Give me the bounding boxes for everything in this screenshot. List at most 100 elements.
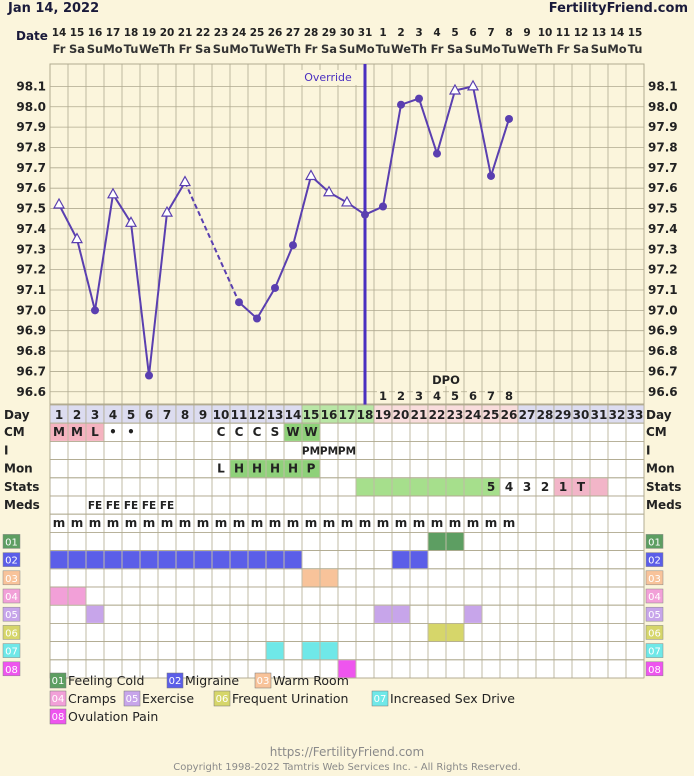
symptom-cell	[428, 532, 446, 551]
row-bg	[49, 495, 645, 515]
symptom-code-left: 04	[5, 592, 18, 603]
legend-swatch	[254, 672, 272, 689]
temp-point	[271, 283, 279, 292]
symptom-code-right: 05	[648, 610, 661, 621]
legend-swatch	[371, 690, 389, 707]
cycle-day: 23	[447, 408, 464, 422]
dpo-tick-bg	[413, 389, 425, 403]
cycle-day: 2	[73, 408, 81, 422]
temp-point	[253, 314, 261, 323]
row-cell-value: m	[161, 516, 174, 530]
row-label-right: Mon	[646, 462, 675, 476]
symptom-cell	[86, 605, 104, 623]
symptom-cell	[194, 551, 212, 569]
symptom-cell	[176, 551, 194, 569]
row-cell-fill	[410, 478, 428, 496]
row-cell-value: 5	[487, 480, 495, 494]
row-cell-fill	[302, 460, 320, 478]
cycle-day: 5	[127, 408, 135, 422]
temp-point	[91, 306, 99, 315]
date-tick: 25	[250, 27, 265, 39]
row-cell-value: PM	[302, 445, 320, 457]
symptom-code-right-bg	[645, 534, 664, 549]
site-name[interactable]: FertilityFriend.com	[548, 1, 688, 16]
legend-code: 04	[52, 694, 65, 705]
weekday-tick: We	[139, 42, 159, 56]
temp-line-gap	[184, 181, 240, 303]
weekday-tick: Tu	[502, 42, 517, 56]
row-cell-value: PM	[338, 445, 356, 457]
weekday-tick: Mo	[355, 42, 374, 56]
cycle-day: 3	[91, 408, 99, 422]
row-cell-fill	[392, 478, 410, 496]
symptom-cell	[446, 532, 464, 551]
cycle-day: 25	[483, 408, 500, 422]
date-tick: 2	[397, 27, 404, 39]
weekday-tick: Mo	[481, 42, 500, 56]
y-tick-label-right: 97.6	[648, 181, 678, 195]
dpo-tick: 1	[379, 389, 387, 403]
date-tick: 18	[124, 27, 139, 39]
legend-label: Ovulation Pain	[68, 709, 158, 724]
weekday-tick: Su	[213, 42, 229, 56]
legend-code: 02	[169, 676, 182, 687]
row-cell-value: FE	[160, 500, 174, 512]
dpo-tick-bg	[449, 389, 461, 403]
weekday-tick: Th	[159, 42, 175, 56]
weekday-tick: Tu	[124, 42, 139, 56]
temp-point	[106, 187, 120, 199]
temp-point	[304, 169, 318, 181]
temp-point	[178, 175, 192, 187]
cycle-day: 32	[609, 408, 626, 422]
symptom-code-left: 07	[5, 647, 18, 658]
date-tick: 4	[433, 27, 440, 39]
symptom-cell	[68, 551, 86, 569]
symptom-code-right-bg	[645, 625, 664, 640]
y-tick-label-left: 97.6	[16, 181, 46, 195]
weekday-tick: Tu	[250, 42, 265, 56]
cycle-day: 7	[163, 408, 171, 422]
cycle-day: 10	[213, 408, 230, 422]
temp-point	[235, 298, 243, 307]
symptom-cell	[302, 569, 320, 587]
symptom-code-right-bg	[645, 552, 664, 567]
date-tick: 29	[322, 27, 337, 39]
legend-code: 05	[126, 694, 139, 705]
temp-line-segment	[94, 194, 114, 311]
symptom-code-left: 08	[5, 665, 18, 676]
weekday-tick: We	[391, 42, 411, 56]
y-tick-label-left: 97.3	[16, 242, 46, 256]
cycle-day: 17	[339, 408, 356, 422]
row-label-right: Stats	[646, 480, 681, 494]
date-tick: 3	[415, 27, 422, 39]
y-tick-label-right: 97.4	[648, 222, 678, 236]
y-tick-label-right: 98.0	[648, 100, 678, 114]
row-cell-fill	[266, 460, 284, 478]
row-cell-value: •	[127, 425, 135, 439]
date-tick: 10	[538, 27, 553, 39]
row-cell-value: FE	[106, 500, 120, 512]
override-label: Override	[304, 71, 352, 84]
temp-point	[124, 216, 138, 227]
row-label-right: CM	[646, 425, 667, 439]
row-cell-value: m	[359, 516, 372, 530]
date-row-label: Date	[16, 29, 48, 43]
temp-line-segment	[436, 90, 456, 154]
cycle-day: 8	[181, 408, 189, 422]
symptom-cell	[392, 605, 410, 623]
symptom-code-left-bg	[2, 661, 21, 677]
dpo-tick-bg	[485, 389, 497, 403]
y-tick-label-right: 97.5	[648, 202, 678, 216]
row-label-left: Day	[4, 408, 30, 422]
footer-url[interactable]: https://FertilityFriend.com	[269, 745, 425, 759]
cycle-day: 22	[429, 408, 446, 422]
y-tick-label-right: 97.0	[648, 303, 678, 317]
row-cell-value: m	[233, 516, 246, 530]
row-cell-fill	[482, 478, 500, 496]
row-cell-value: m	[251, 516, 264, 530]
row-label-right: I	[646, 443, 650, 457]
legend-label: Increased Sex Drive	[390, 691, 515, 706]
cycle-day: 28	[537, 408, 554, 422]
cycle-day: 27	[519, 408, 536, 422]
